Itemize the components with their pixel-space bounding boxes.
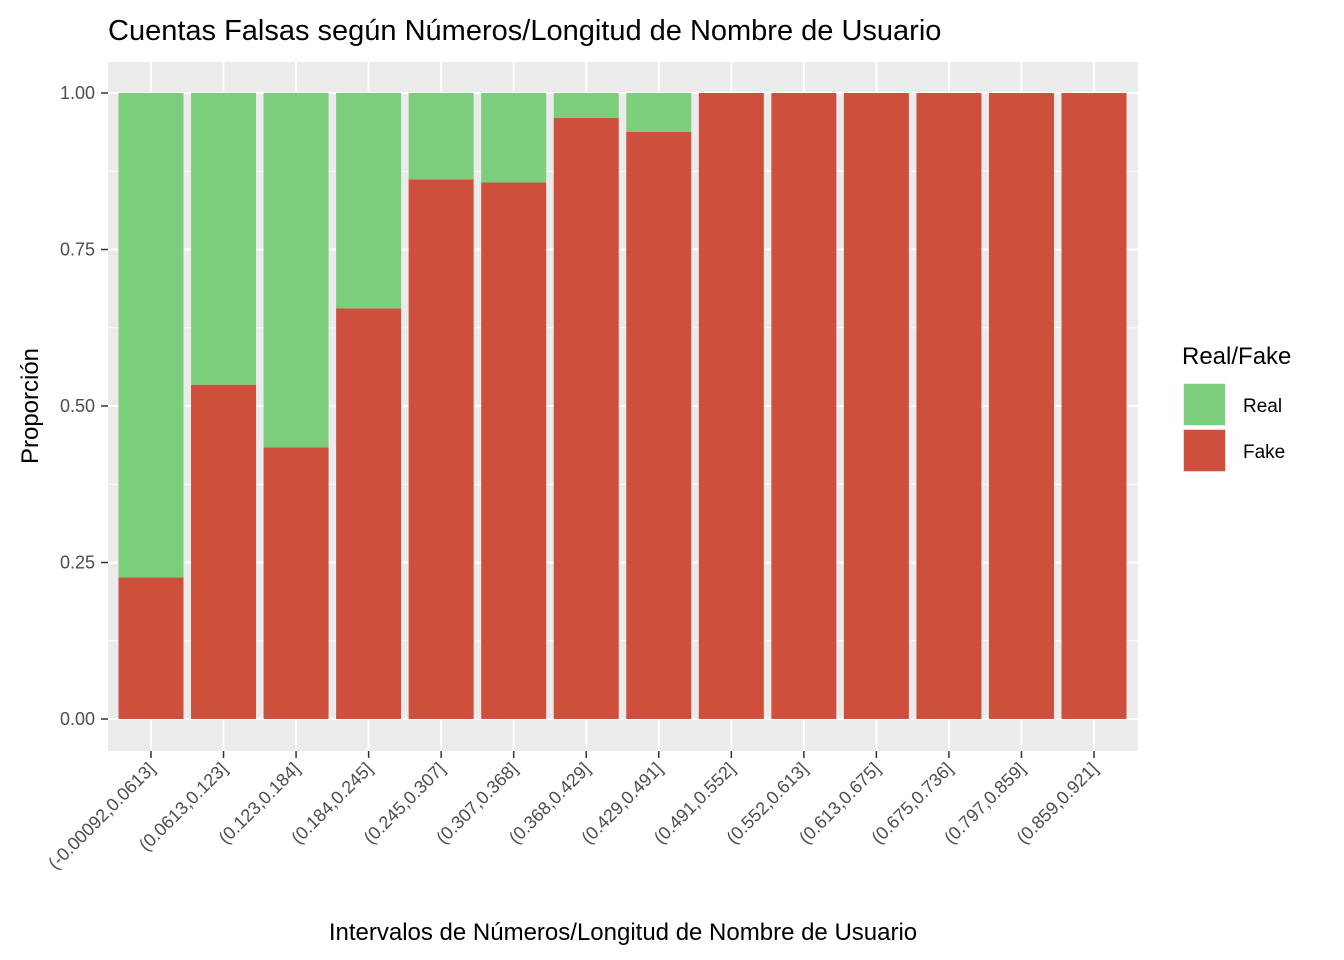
y-tick-label: 0.50 <box>60 396 95 416</box>
bar-fake <box>698 93 764 719</box>
bar-real <box>118 93 184 578</box>
bar-real <box>626 93 692 132</box>
bar-fake <box>481 182 547 719</box>
bar-real <box>191 93 257 385</box>
bar-real <box>336 93 402 309</box>
bar-real <box>481 93 547 183</box>
bar-fake <box>916 93 982 719</box>
bar-real <box>553 93 619 119</box>
legend-label-fake: Fake <box>1243 442 1285 463</box>
bar-fake <box>191 384 257 719</box>
x-tick-label: (-0.00092,0.0613] <box>44 759 159 874</box>
bar-fake <box>553 118 619 720</box>
bar-fake <box>263 447 329 719</box>
bar-fake <box>336 308 402 719</box>
bar-fake <box>843 93 909 719</box>
y-tick-label: 0.00 <box>60 709 95 729</box>
bar-fake <box>771 93 837 719</box>
bar-fake <box>1061 93 1127 719</box>
bar-fake <box>118 577 184 719</box>
chart-title: Cuentas Falsas según Números/Longitud de… <box>108 15 941 47</box>
x-axis-title: Intervalos de Números/Longitud de Nombre… <box>329 919 917 946</box>
bar-real <box>263 93 329 448</box>
y-tick-label: 0.75 <box>60 240 95 260</box>
legend-label-real: Real <box>1243 396 1282 417</box>
y-axis: 0.00 0.25 0.50 0.75 1.00 <box>60 83 108 729</box>
y-axis-title: Proporción <box>17 348 44 464</box>
legend-key-real <box>1182 382 1227 427</box>
y-tick-label: 0.25 <box>60 553 95 573</box>
legend: Real/Fake Real Fake <box>1182 343 1291 473</box>
bar-fake <box>988 93 1054 719</box>
bar-real <box>408 93 474 180</box>
legend-title: Real/Fake <box>1182 343 1291 370</box>
bar-fake <box>626 131 692 719</box>
y-tick-label: 1.00 <box>60 83 95 103</box>
bar-fake <box>408 179 474 719</box>
bars <box>118 93 1127 720</box>
legend-key-fake <box>1182 428 1227 473</box>
x-axis: (-0.00092,0.0613](0.0613,0.123](0.123,0.… <box>44 751 1102 873</box>
